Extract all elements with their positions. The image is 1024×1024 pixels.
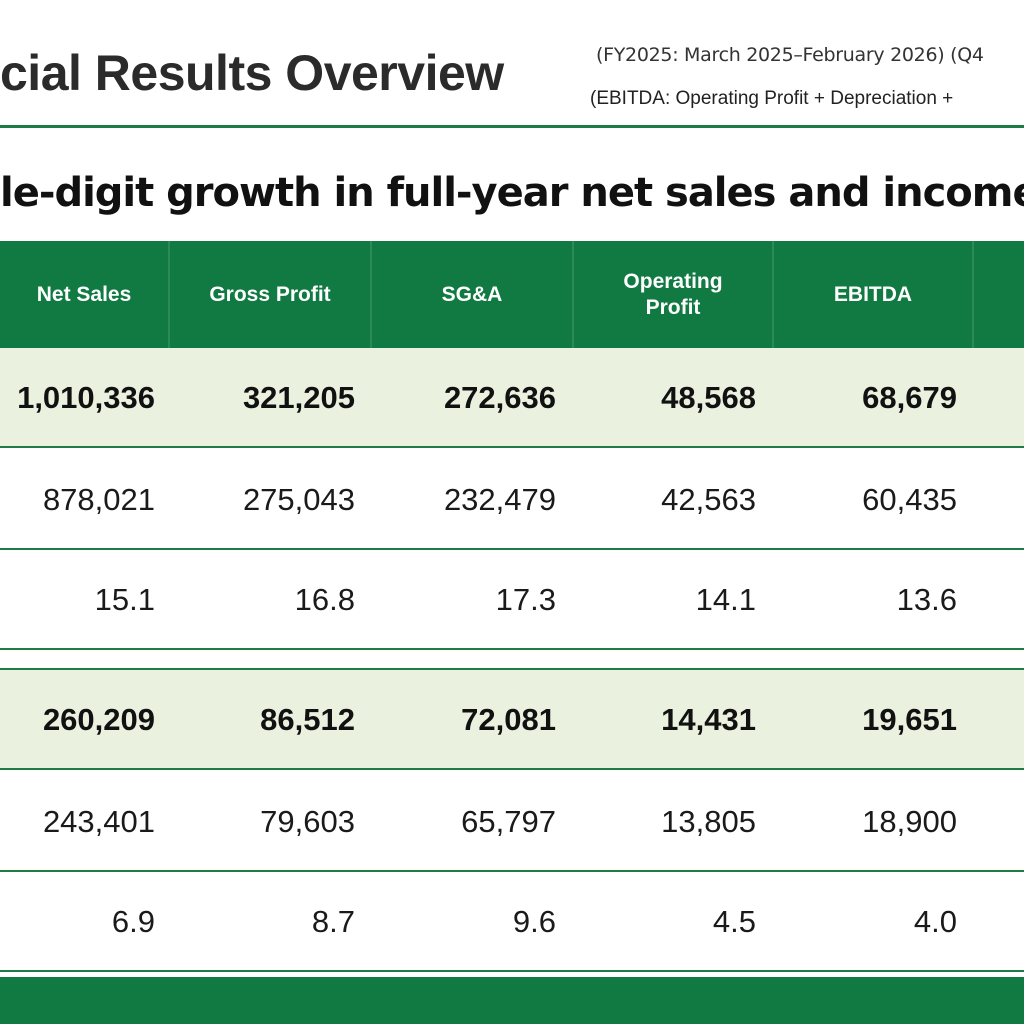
column-divider (168, 241, 170, 348)
row-divider (0, 548, 1024, 550)
cell-operating-profit: 14.1 (695, 582, 756, 617)
cell-sga: 72,081 (461, 702, 556, 737)
cell-ebitda: 60,435 (862, 482, 957, 517)
column-divider (370, 241, 372, 348)
title-divider (0, 125, 1024, 128)
table-row: 260,209 86,512 72,081 14,431 19,651 (0, 670, 1024, 770)
column-header-sga: SG&A (441, 282, 503, 306)
cell-net-sales: 243,401 (42, 804, 155, 839)
row-divider (0, 648, 1024, 650)
column-divider (572, 241, 574, 348)
column-divider (972, 241, 974, 348)
cell-operating-profit: 4.5 (712, 904, 756, 939)
cell-ebitda: 19,651 (862, 702, 957, 737)
column-header-gross-profit: Gross Profit (209, 282, 331, 306)
row-divider (0, 768, 1024, 770)
cell-ebitda: 13.6 (896, 582, 957, 617)
column-divider (772, 241, 774, 348)
row-divider (0, 870, 1024, 872)
cell-gross-profit: 275,043 (242, 482, 355, 517)
cell-gross-profit: 16.8 (294, 582, 355, 617)
cell-gross-profit: 79,603 (260, 804, 355, 839)
cell-sga: 65,797 (461, 804, 556, 839)
period-note: (FY2025: March 2025–February 2026) (Q4 (596, 44, 984, 66)
headline: le-digit growth in full-year net sales a… (0, 170, 1024, 216)
cell-operating-profit: 14,431 (661, 702, 756, 737)
cell-gross-profit: 321,205 (242, 380, 355, 415)
cell-sga: 9.6 (512, 904, 556, 939)
row-divider (0, 446, 1024, 448)
row-divider (0, 970, 1024, 972)
group-divider (0, 650, 1024, 670)
cell-net-sales: 1,010,336 (17, 380, 155, 415)
column-header-ebitda: EBITDA (833, 282, 913, 306)
footer-bar (0, 977, 1024, 1024)
cell-operating-profit: 42,563 (661, 482, 756, 517)
cell-gross-profit: 8.7 (311, 904, 355, 939)
page-title: cial Results Overview (0, 45, 504, 101)
ebitda-note: (EBITDA: Operating Profit + Depreciation… (590, 88, 954, 109)
cell-ebitda: 4.0 (913, 904, 957, 939)
table-header: Net Sales Gross Profit SG&A Operating Pr… (0, 241, 1024, 348)
table-row: 6.9 8.7 9.6 4.5 4.0 (0, 872, 1024, 972)
table-row: 878,021 275,043 232,479 42,563 60,435 (0, 450, 1024, 550)
table-row: 243,401 79,603 65,797 13,805 18,900 (0, 772, 1024, 872)
cell-sga: 232,479 (443, 482, 556, 517)
cell-net-sales: 260,209 (42, 702, 155, 737)
table-row: 15.1 16.8 17.3 14.1 13.6 (0, 550, 1024, 650)
table-row: 1,010,336 321,205 272,636 48,568 68,679 (0, 348, 1024, 448)
column-header-net-sales: Net Sales (36, 282, 132, 306)
cell-operating-profit: 13,805 (661, 804, 756, 839)
cell-ebitda: 68,679 (862, 380, 957, 415)
cell-gross-profit: 86,512 (260, 702, 355, 737)
cell-net-sales: 6.9 (111, 904, 155, 939)
cell-sga: 17.3 (495, 582, 556, 617)
cell-ebitda: 18,900 (862, 804, 957, 839)
cell-net-sales: 878,021 (42, 482, 155, 517)
cell-operating-profit: 48,568 (661, 380, 756, 415)
cell-net-sales: 15.1 (94, 582, 155, 617)
column-header-operating-profit: Operating Profit (623, 270, 723, 319)
cell-sga: 272,636 (443, 380, 556, 415)
